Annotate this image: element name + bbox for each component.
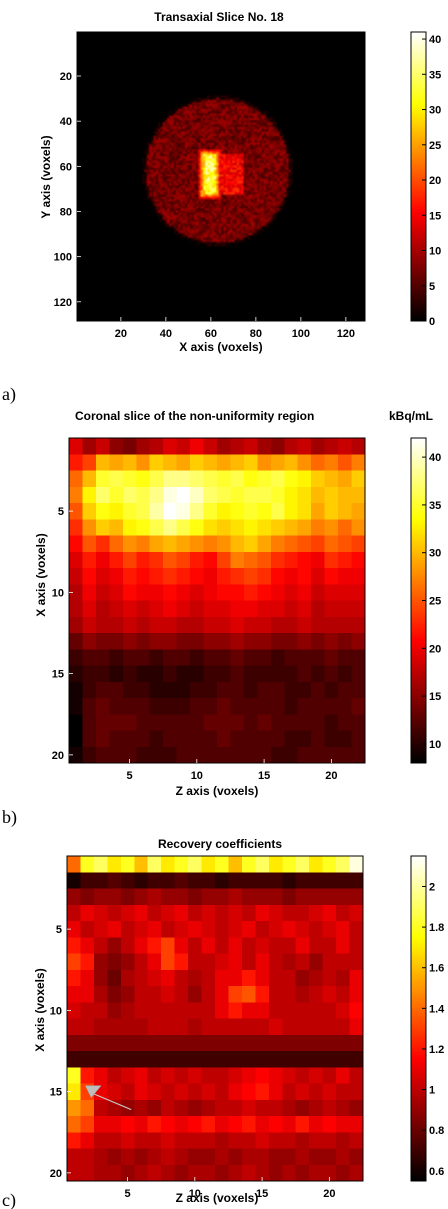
panel-b-y-tick-label: 15 — [52, 669, 64, 681]
panel-a-y-tick-label: 60 — [60, 161, 72, 173]
panel-a-colorbar-tick-label: 25 — [429, 140, 441, 152]
panel-c-ticks: 5 10 15 20 5 10 15 20 — [50, 924, 336, 1200]
panel-c-colorbar-tick-label: 0.6 — [429, 1166, 444, 1178]
panel-b-xlabel: Z axis (voxels) — [176, 784, 259, 798]
panel-b-colorbar-ticks: 10 15 20 25 30 35 40 — [422, 452, 441, 751]
panel-b-colorbar-tick-label: 30 — [429, 548, 441, 560]
panel-b-colorbar-tick-label: 20 — [429, 643, 441, 655]
panel-b-colorbar-tick-label: 25 — [429, 596, 441, 608]
panel-c-y-tick-label: 10 — [50, 1005, 62, 1017]
panel-c-y-tick-label: 5 — [56, 924, 62, 936]
panel-c-ylabel: X axis (voxels) — [33, 968, 47, 1051]
panel-c-recovery-coefficients: Recovery coefficients 5 10 15 20 5 10 15 20 Z a… — [2, 837, 445, 1209]
panel-a-colorbar-tick-label: 40 — [429, 34, 441, 46]
panel-b-coronal-slice: Coronal slice of the non-uniformity regi… — [2, 409, 441, 828]
panel-b-y-tick-label: 10 — [52, 587, 64, 599]
arrow-shaft — [92, 1093, 132, 1111]
panel-c-x-tick-label: 5 — [124, 1188, 130, 1200]
panel-a-colorbar-tick-label: 15 — [429, 210, 441, 222]
panel-c-colorbar-tick-label: 1.2 — [429, 1044, 444, 1056]
panel-a-colorbar — [411, 32, 426, 321]
panel-a-colorbar-tick-label: 35 — [429, 69, 441, 81]
panel-a-colorbar-tick-label: 0 — [429, 316, 435, 328]
panel-c-frame — [66, 855, 364, 1182]
panel-a-colorbar-frame — [410, 31, 427, 322]
panel-c-colorbar-tick-label: 1.8 — [429, 922, 444, 934]
panel-c-colorbar-tick-label: 1.6 — [429, 963, 444, 975]
panel-b-colorbar-tick-label: 35 — [429, 500, 441, 512]
panel-b-frame — [68, 437, 366, 764]
panel-a-colorbar-tick-label: 20 — [429, 175, 441, 187]
panel-a-colorbar-tick-label: 5 — [429, 281, 435, 293]
panel-b-x-tick-label: 5 — [126, 770, 132, 782]
panel-a-y-tick-label: 80 — [60, 206, 72, 218]
panel-c-arrow-annotation — [84, 1085, 132, 1111]
panel-a-x-tick-label: 80 — [250, 328, 262, 340]
panel-b-label: b) — [2, 807, 17, 828]
panel-b-ylabel: X axis (voxels) — [34, 533, 48, 616]
panel-c-title: Recovery coefficients — [158, 837, 282, 851]
panel-c-image — [67, 856, 363, 1181]
arrow-head — [84, 1085, 102, 1099]
panel-c-xlabel: Z axis (voxels) — [176, 1191, 259, 1205]
panel-a-y-tick-label: 20 — [60, 71, 72, 83]
panel-b-colorbar-tick-label: 10 — [429, 739, 441, 751]
panel-b-y-tick-label: 20 — [52, 750, 64, 762]
panel-a-colorbar-ticks: 0 5 10 15 20 25 30 35 40 — [422, 34, 441, 328]
panel-c-x-tick-label: 20 — [323, 1188, 335, 1200]
panel-c-colorbar-frame — [410, 855, 427, 1182]
panel-c-colorbar-tick-label: 1.4 — [429, 1003, 445, 1015]
panel-c-colorbar-tick-label: 2 — [429, 881, 435, 893]
panel-a-x-tick-label: 60 — [205, 328, 217, 340]
panel-c-x-tick-label: 10 — [189, 1188, 201, 1200]
panel-a-xlabel: X axis (voxels) — [179, 340, 262, 354]
panel-a-label: a) — [2, 384, 16, 405]
panel-b-colorbar — [411, 438, 426, 763]
panel-c-colorbar-ticks: 0.6 0.8 1 1.2 1.4 1.6 1.8 2 — [422, 881, 445, 1178]
panel-c-x-tick-label: 15 — [256, 1188, 268, 1200]
panel-a-y-tick-label: 40 — [60, 116, 72, 128]
panel-c-colorbar-tick-label: 0.8 — [429, 1125, 444, 1137]
panel-c-y-tick-label: 15 — [50, 1087, 62, 1099]
panel-b-x-tick-label: 10 — [191, 770, 203, 782]
panel-c-y-tick-label: 20 — [50, 1168, 62, 1180]
panel-a-x-tick-label: 120 — [337, 328, 355, 340]
panel-a-y-tick-label: 100 — [54, 252, 72, 264]
panel-b-image — [69, 438, 365, 763]
panel-c-colorbar-tick-label: 1 — [429, 1085, 435, 1097]
panel-b-x-tick-label: 15 — [258, 770, 270, 782]
panel-a-transaxial-slice: Transaxial Slice No. 18 20 40 60 80 100 12020… — [2, 10, 441, 405]
panel-c-colorbar — [411, 856, 426, 1181]
panel-c-label: c) — [2, 1190, 16, 1209]
panel-a-x-tick-label: 100 — [292, 328, 310, 340]
panel-b-y-tick-label: 5 — [58, 506, 64, 518]
panel-a-image — [77, 32, 365, 321]
panel-b-colorbar-tick-label: 40 — [429, 452, 441, 464]
panel-b-unit-label: kBq/mL — [389, 409, 433, 423]
panel-a-x-tick-label: 20 — [115, 328, 127, 340]
panel-a-y-tick-label: 120 — [54, 297, 72, 309]
panel-a-title: Transaxial Slice No. 18 — [154, 10, 284, 24]
panel-b-title: Coronal slice of the non-uniformity regi… — [75, 409, 314, 423]
panel-a-colorbar-tick-label: 10 — [429, 246, 441, 258]
panel-a-frame — [76, 31, 366, 322]
panel-a-ticks: 20 40 60 80 100 120 20 40 60 80 100 120 — [54, 71, 355, 340]
panel-b-ticks: 5 10 15 20 5 10 15 20 — [52, 506, 338, 782]
panel-a-ylabel: Y axis (voxels) — [39, 135, 53, 218]
panel-b-colorbar-tick-label: 15 — [429, 691, 441, 703]
panel-a-colorbar-tick-label: 30 — [429, 105, 441, 117]
panel-b-x-tick-label: 20 — [325, 770, 337, 782]
panel-a-x-tick-label: 40 — [160, 328, 172, 340]
